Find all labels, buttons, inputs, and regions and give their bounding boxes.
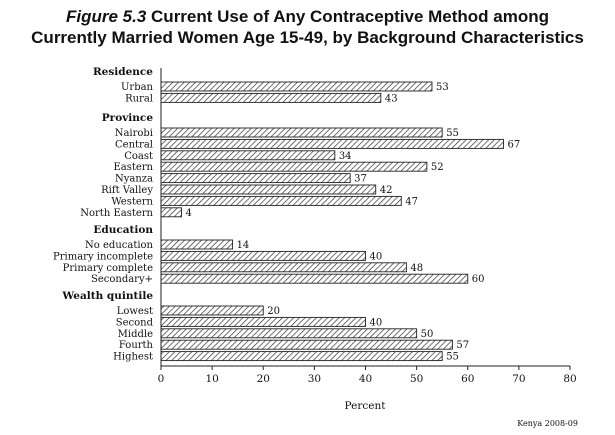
category-label: North Eastern — [80, 208, 153, 219]
category-label: Rift Valley — [101, 185, 153, 196]
bar — [160, 273, 469, 284]
bar — [160, 81, 433, 92]
bar — [160, 339, 453, 350]
data-label: 43 — [385, 93, 398, 104]
data-label: 20 — [267, 306, 280, 317]
category-label: Second — [116, 317, 154, 328]
data-label: 52 — [431, 162, 444, 173]
bar — [160, 239, 234, 250]
data-label: 47 — [405, 196, 418, 207]
data-label: 42 — [380, 185, 393, 196]
chart-title: Figure 5.3 Current Use of Any Contracept… — [0, 6, 615, 48]
bar — [160, 262, 407, 273]
bar — [160, 328, 418, 339]
data-label: 50 — [421, 329, 434, 340]
bar — [160, 316, 366, 327]
bar — [160, 207, 182, 218]
x-tick-label: 40 — [359, 373, 372, 385]
data-label: 40 — [370, 251, 383, 262]
title-line-1: Figure 5.3 Current Use of Any Contracept… — [0, 6, 615, 27]
data-label: 60 — [472, 274, 485, 285]
category-label: Primary incomplete — [53, 251, 153, 262]
data-label: 14 — [237, 240, 250, 251]
bar — [160, 184, 377, 195]
data-label: 4 — [185, 208, 191, 219]
x-tick-label: 20 — [257, 373, 270, 385]
data-label: 34 — [339, 151, 352, 162]
category-label: Nyanza — [115, 174, 153, 185]
data-label: 57 — [456, 340, 469, 351]
bar — [160, 150, 336, 161]
data-label: 55 — [446, 128, 459, 139]
title-line-1-text: Current Use of Any Contraceptive Method … — [151, 7, 549, 26]
category-label: Lowest — [117, 306, 153, 317]
bar — [160, 138, 504, 149]
bar — [160, 195, 402, 206]
category-label: No education — [85, 240, 154, 251]
category-label: Coast — [124, 151, 153, 162]
category-label: Urban — [121, 82, 154, 93]
category-label: Central — [115, 139, 153, 150]
category-label: Primary complete — [63, 263, 153, 274]
group-label: Wealth quintile — [61, 290, 153, 302]
data-label: 40 — [370, 317, 383, 328]
data-label: 67 — [508, 139, 521, 150]
figure-label: Figure 5.3 — [65, 7, 147, 26]
bar — [160, 92, 382, 103]
category-label: Middle — [118, 329, 153, 340]
bar — [160, 305, 264, 316]
group-label: Residence — [93, 66, 153, 78]
bar — [160, 161, 428, 172]
bar — [160, 250, 366, 261]
data-label: 53 — [436, 82, 449, 93]
title-line-2: Currently Married Women Age 15-49, by Ba… — [31, 28, 584, 47]
x-axis-title: Percent — [345, 400, 387, 412]
category-label: Rural — [125, 93, 153, 104]
x-tick-label: 30 — [308, 373, 321, 385]
x-tick-label: 70 — [512, 373, 525, 385]
x-tick-label: 50 — [410, 373, 423, 385]
bar — [160, 351, 443, 362]
category-label: Nairobi — [115, 128, 153, 139]
category-label: Secondary+ — [91, 274, 153, 285]
category-label: Highest — [113, 352, 153, 363]
source-note: Kenya 2008-09 — [517, 419, 578, 428]
data-label: 37 — [354, 174, 367, 185]
x-tick-label: 80 — [563, 373, 576, 385]
bar — [160, 173, 351, 184]
category-label: Western — [111, 196, 153, 207]
data-label: 55 — [446, 352, 459, 363]
x-tick-label: 60 — [461, 373, 474, 385]
x-tick-label: 10 — [205, 373, 218, 385]
data-label: 48 — [410, 263, 423, 274]
group-label: Education — [93, 224, 153, 236]
category-label: Eastern — [113, 162, 153, 173]
category-label: Fourth — [119, 340, 154, 351]
bar — [160, 127, 443, 138]
x-tick-label: 0 — [158, 373, 165, 385]
group-label: Province — [102, 112, 154, 124]
